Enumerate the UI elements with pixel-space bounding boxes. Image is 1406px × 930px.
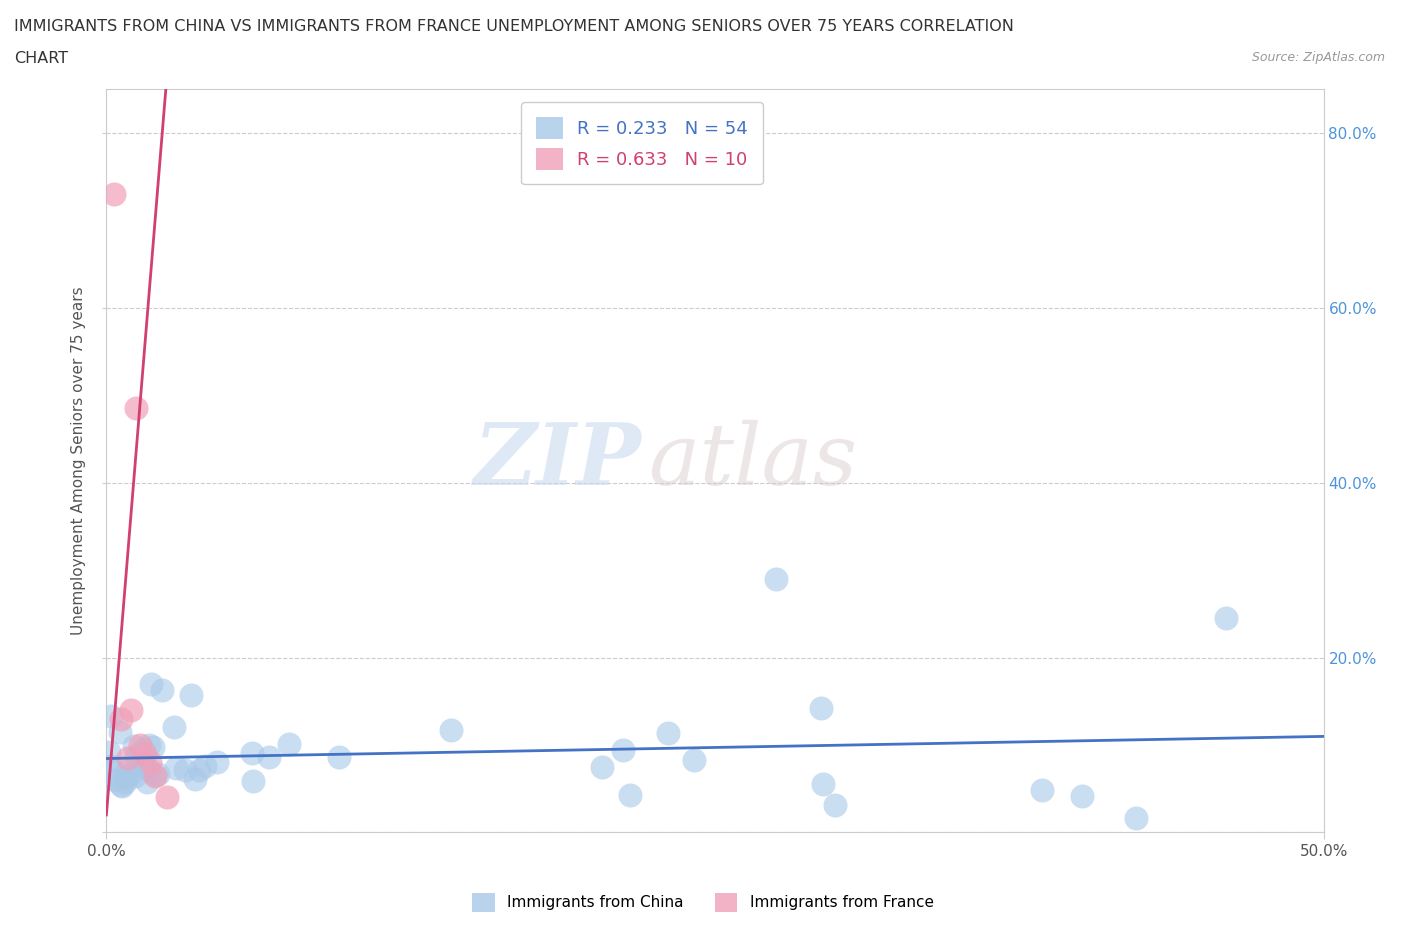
Point	[612, 742, 634, 757]
Legend: R = 0.233   N = 54, R = 0.633   N = 10: R = 0.233 N = 54, R = 0.633 N = 10	[522, 102, 762, 184]
Point	[115, 764, 138, 778]
Legend: Immigrants from China, Immigrants from France: Immigrants from China, Immigrants from F…	[467, 887, 939, 918]
Point	[163, 720, 186, 735]
Point	[205, 755, 228, 770]
Point	[591, 760, 613, 775]
Point	[114, 774, 136, 789]
Point	[259, 750, 281, 764]
Point	[120, 702, 142, 717]
Text: CHART: CHART	[14, 51, 67, 66]
Point	[110, 777, 132, 792]
Point	[439, 723, 461, 737]
Point	[115, 769, 138, 784]
Point	[682, 752, 704, 767]
Point	[135, 760, 157, 775]
Text: ZIP: ZIP	[474, 419, 643, 502]
Point	[110, 711, 132, 726]
Point	[100, 709, 122, 724]
Point	[131, 747, 153, 762]
Text: atlas: atlas	[648, 419, 858, 502]
Point	[619, 788, 641, 803]
Point	[165, 761, 187, 776]
Point	[657, 725, 679, 740]
Point	[110, 724, 132, 739]
Point	[1215, 611, 1237, 626]
Point	[242, 774, 264, 789]
Point	[138, 737, 160, 752]
Point	[118, 767, 141, 782]
Point	[1071, 788, 1094, 803]
Point	[277, 737, 299, 751]
Point	[143, 767, 166, 782]
Point	[146, 766, 169, 781]
Point	[124, 401, 146, 416]
Point	[124, 768, 146, 783]
Point	[136, 775, 159, 790]
Point	[813, 777, 835, 791]
Y-axis label: Unemployment Among Seniors over 75 years: Unemployment Among Seniors over 75 years	[72, 286, 86, 635]
Point	[824, 797, 846, 812]
Point	[173, 763, 195, 777]
Point	[100, 763, 122, 777]
Point	[180, 688, 202, 703]
Point	[117, 751, 139, 765]
Point	[103, 187, 125, 202]
Point	[124, 749, 146, 764]
Point	[156, 790, 179, 804]
Point	[111, 778, 134, 793]
Point	[129, 737, 152, 752]
Point	[100, 758, 122, 773]
Point	[97, 745, 120, 760]
Point	[143, 768, 166, 783]
Point	[104, 773, 127, 788]
Text: IMMIGRANTS FROM CHINA VS IMMIGRANTS FROM FRANCE UNEMPLOYMENT AMONG SENIORS OVER : IMMIGRANTS FROM CHINA VS IMMIGRANTS FROM…	[14, 19, 1014, 33]
Point	[138, 763, 160, 777]
Point	[1031, 782, 1053, 797]
Point	[122, 738, 145, 753]
Point	[194, 759, 217, 774]
Point	[765, 571, 787, 586]
Point	[142, 740, 165, 755]
Point	[139, 755, 162, 770]
Text: Source: ZipAtlas.com: Source: ZipAtlas.com	[1251, 51, 1385, 64]
Point	[240, 746, 263, 761]
Point	[150, 683, 173, 698]
Point	[184, 772, 207, 787]
Point	[187, 763, 209, 777]
Point	[134, 746, 156, 761]
Point	[141, 676, 163, 691]
Point	[328, 750, 350, 764]
Point	[132, 741, 155, 756]
Point	[810, 701, 832, 716]
Point	[1125, 811, 1147, 826]
Point	[134, 760, 156, 775]
